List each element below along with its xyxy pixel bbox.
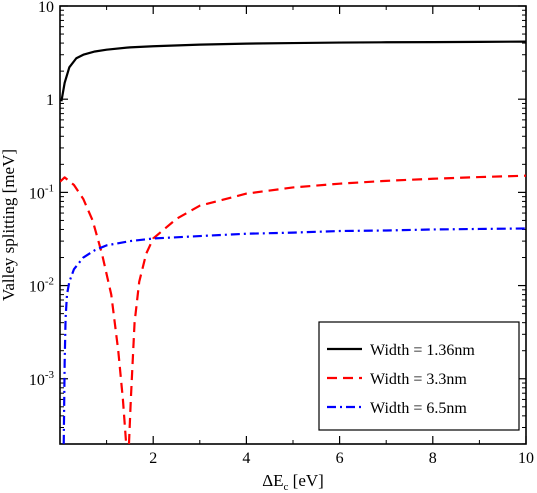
y-tick-exponent: -2	[45, 276, 54, 288]
series-line-1	[60, 40, 526, 102]
y-tick-label: 10	[38, 0, 54, 16]
x-axis-ticks: 2 4 6 8 10	[106, 6, 534, 467]
y-axis-title: Valley splitting [meV]	[0, 149, 18, 301]
legend: Width = 1.36nm Width = 3.3nm Width = 6.5nm	[318, 321, 520, 431]
y-tick-label: 10-1	[29, 182, 54, 202]
y-tick-base: 1	[46, 92, 54, 109]
x-axis-title-unit: [eV]	[288, 471, 323, 490]
y-tick-label: 10-3	[29, 369, 55, 389]
x-tick-label: 6	[336, 450, 344, 467]
legend-box	[318, 321, 520, 431]
series-layer	[60, 40, 526, 444]
y-tick-base: 10	[29, 185, 45, 202]
y-tick-exponent: -3	[45, 369, 55, 381]
x-axis-title-main: ΔE	[262, 471, 283, 490]
x-tick-label: 10	[518, 450, 534, 467]
x-tick-label: 2	[149, 450, 157, 467]
y-tick-exponent: -1	[45, 182, 54, 194]
series-line-2	[60, 174, 526, 444]
y-tick-base: 10	[29, 372, 45, 389]
series-line-3	[62, 227, 526, 444]
x-axis-title-sub: c	[284, 481, 289, 493]
x-axis-title: ΔEc [eV]	[262, 471, 324, 493]
y-tick-label: 1	[46, 92, 54, 109]
x-tick-label: 4	[242, 450, 250, 467]
legend-label-1: Width = 1.36nm	[370, 342, 475, 359]
y-tick-base: 10	[38, 0, 54, 16]
y-tick-label: 10-2	[29, 276, 54, 296]
y-tick-base: 10	[29, 279, 45, 296]
legend-label-2: Width = 3.3nm	[370, 371, 467, 388]
legend-label-3: Width = 6.5nm	[370, 400, 467, 417]
x-tick-label: 8	[429, 450, 437, 467]
